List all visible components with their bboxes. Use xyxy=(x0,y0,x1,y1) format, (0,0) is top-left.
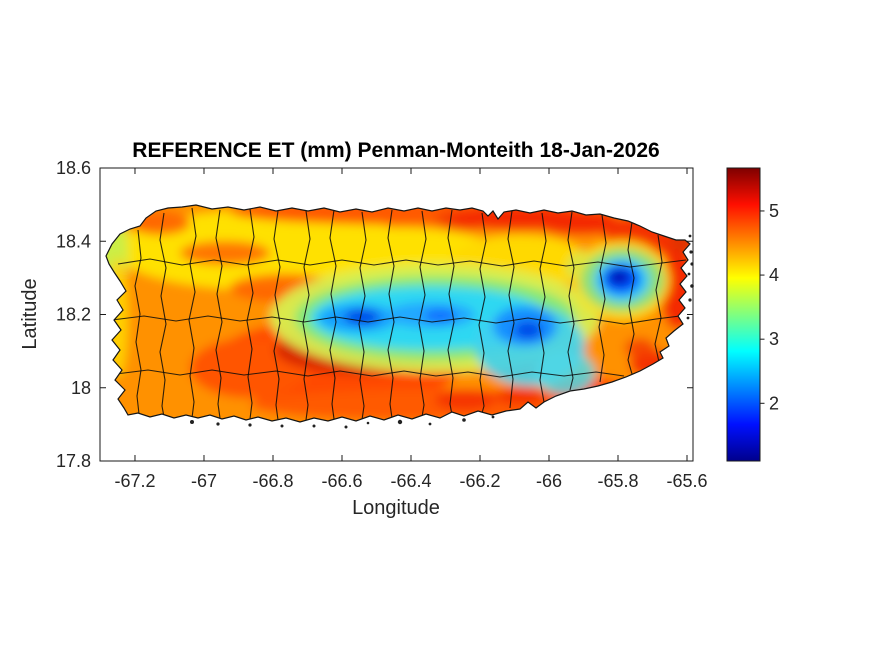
axis-ticks xyxy=(100,167,693,462)
et-contour-field xyxy=(106,205,690,422)
offshore-islets xyxy=(190,234,694,429)
x-tick-label: -65.6 xyxy=(666,471,707,491)
municipal-boundaries xyxy=(111,207,687,421)
x-tick-label: -67 xyxy=(191,471,217,491)
x-tick-label: -66 xyxy=(536,471,562,491)
colorbar: 2 3 4 5 xyxy=(726,167,779,462)
colorbar-tick-label: 5 xyxy=(769,201,779,221)
x-tick-label: -67.2 xyxy=(114,471,155,491)
y-tick-labels: 17.8 18 18.2 18.4 18.6 xyxy=(56,158,91,471)
colorbar-tick-label: 3 xyxy=(769,329,779,349)
y-axis-label: Latitude xyxy=(19,278,41,349)
x-tick-label: -66.2 xyxy=(459,471,500,491)
axes: -67.2 -67 -66.8 -66.6 -66.4 -66.2 -66 -65.8 -65.… xyxy=(56,158,708,491)
x-axis-label: Longitude xyxy=(352,497,440,519)
y-tick-label: 18.6 xyxy=(56,158,91,178)
colorbar-gradient xyxy=(726,167,761,462)
y-tick-label: 18.2 xyxy=(56,305,91,325)
plot-title: REFERENCE ET (mm) Penman-Monteith 18-Jan… xyxy=(132,139,659,162)
x-tick-labels: -67.2 -67 -66.8 -66.6 -66.4 -66.2 -66 -65.8 -65.… xyxy=(114,471,707,491)
x-tick-label: -65.8 xyxy=(597,471,638,491)
x-tick-label: -66.4 xyxy=(390,471,431,491)
x-tick-label: -66.8 xyxy=(252,471,293,491)
coastline-outline xyxy=(105,204,691,423)
puerto-rico-map xyxy=(105,204,694,429)
colorbar-tick-labels: 2 3 4 5 xyxy=(769,201,779,413)
colorbar-ticks xyxy=(760,210,765,404)
x-tick-label: -66.6 xyxy=(321,471,362,491)
colorbar-tick-label: 4 xyxy=(769,265,779,285)
y-tick-label: 17.8 xyxy=(56,451,91,471)
colorbar-tick-label: 2 xyxy=(769,393,779,413)
y-tick-label: 18 xyxy=(71,378,91,398)
y-tick-label: 18.4 xyxy=(56,231,91,251)
